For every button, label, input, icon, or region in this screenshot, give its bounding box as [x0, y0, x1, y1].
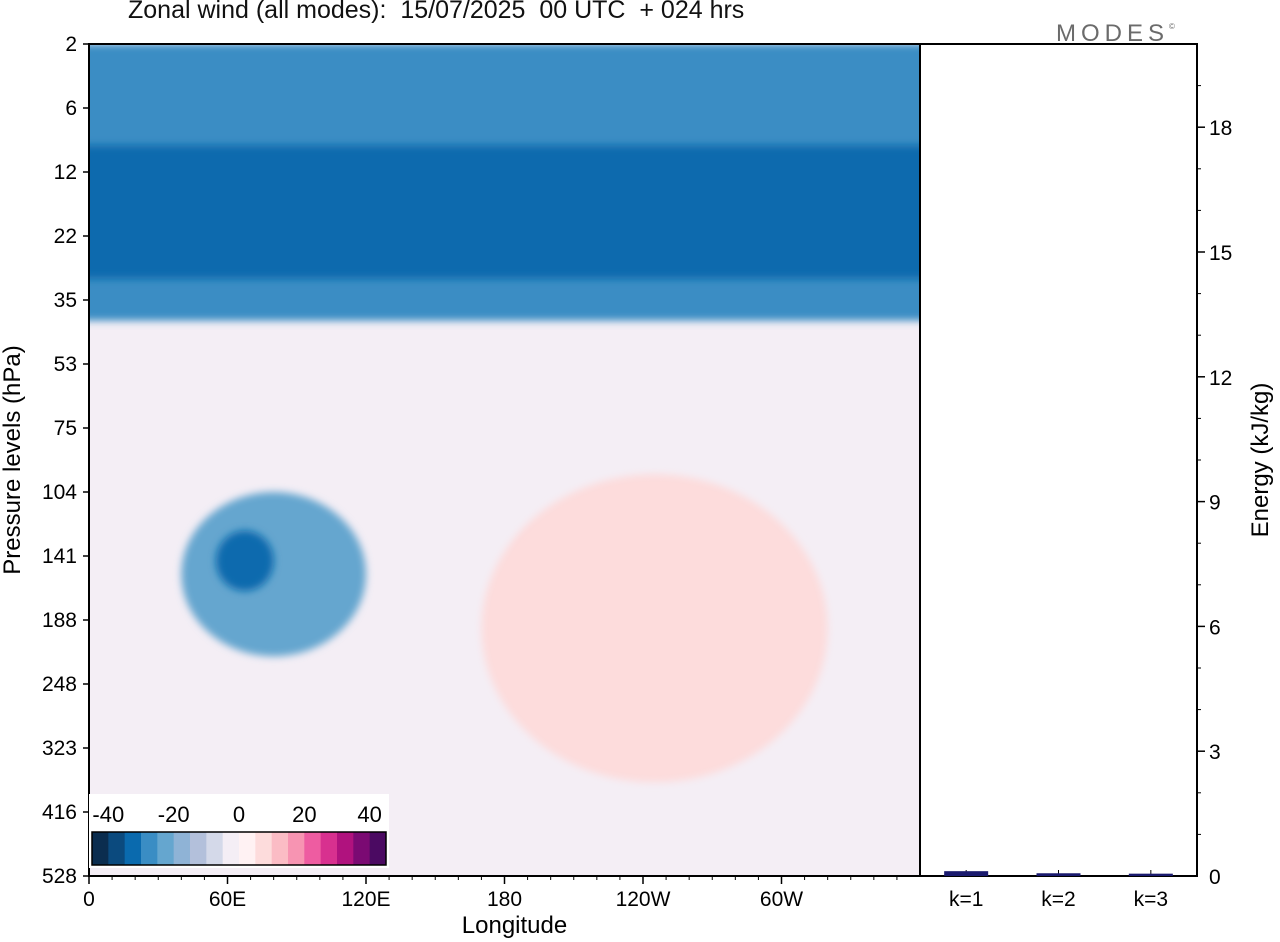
x-tick-label: 120E [341, 888, 390, 911]
y-tick-label: 104 [42, 481, 77, 504]
colorbar-swatch [222, 832, 240, 865]
colorbar-swatch [369, 832, 387, 865]
wind-feature [89, 145, 920, 279]
zonal-wind-field [89, 44, 920, 876]
y-tick-label: 323 [42, 737, 77, 760]
colorbar-swatch [271, 832, 289, 865]
x-tick-label: 0 [83, 888, 95, 911]
colorbar-swatch [239, 832, 256, 865]
energy-tick-label: 9 [1209, 492, 1221, 515]
colorbar-swatch [320, 832, 338, 865]
colorbar-tick-label: 20 [292, 802, 316, 827]
x-tick-label: 120W [616, 888, 671, 911]
x-tick-label: 60E [209, 888, 246, 911]
y-tick-label: 12 [54, 161, 77, 184]
energy-bar-panel: 0 3 6 9 12 15 18 k=1 k=2 k=3 Energy (kJ/kg) [919, 43, 1274, 911]
colorbar: -40 -20 0 20 40 [89, 794, 389, 868]
y-tick-label: 188 [42, 609, 77, 632]
colorbar-tick-label: 40 [357, 802, 381, 827]
energy-bar [944, 871, 989, 876]
wind-feature [181, 492, 366, 657]
colorbar-tick-label: -20 [158, 802, 190, 827]
colorbar-swatch [124, 832, 142, 865]
colorbar-swatch [288, 832, 305, 865]
colorbar-swatch [108, 832, 126, 865]
energy-tick-label: 3 [1209, 741, 1221, 764]
colorbar-swatch [190, 832, 207, 865]
modes-logo: MODES© [1056, 20, 1175, 48]
energy-bar [1036, 873, 1081, 876]
energy-bar [1128, 873, 1173, 876]
y-tick-label: 53 [54, 353, 77, 376]
colorbar-swatch [157, 832, 175, 865]
heatmap-axes: 2 6 12 22 35 53 75 104 141 188 248 323 416 528 0 60E 120… [0, 33, 921, 939]
bar-category-label: k=3 [1134, 888, 1168, 911]
y-axis-label: Pressure levels (hPa) [0, 345, 26, 574]
energy-tick-label: 18 [1209, 117, 1232, 140]
energy-axis-label: Energy (kJ/kg) [1247, 383, 1274, 538]
colorbar-tick-label: -40 [92, 802, 124, 827]
colorbar-swatch [173, 832, 191, 865]
y-tick-label: 141 [42, 545, 77, 568]
energy-tick-label: 15 [1209, 242, 1232, 265]
y-tick-label: 2 [65, 33, 77, 56]
chart-title: Zonal wind (all modes): 15/07/2025 00 UT… [128, 0, 745, 24]
bar-category-label: k=1 [949, 888, 983, 911]
logo-mark: © [1169, 22, 1175, 31]
energy-tick-label: 12 [1209, 367, 1232, 390]
wind-feature [481, 474, 828, 783]
energy-tick-label: 6 [1209, 616, 1221, 639]
colorbar-tick-label: 0 [233, 802, 245, 827]
y-tick-label: 416 [42, 801, 77, 824]
x-axis-label: Longitude [462, 912, 567, 939]
x-tick-label: 180 [487, 888, 522, 911]
colorbar-swatch [304, 832, 322, 865]
colorbar-swatch [255, 832, 273, 865]
y-tick-label: 35 [54, 289, 77, 312]
bar-category-label: k=2 [1041, 888, 1075, 911]
colorbar-swatch [337, 832, 354, 865]
x-tick-label: 60W [760, 888, 803, 911]
logo-text: MODES [1056, 20, 1170, 47]
y-tick-label: 6 [65, 97, 77, 120]
energy-tick-label: 0 [1209, 866, 1221, 889]
y-tick-label: 248 [42, 673, 77, 696]
colorbar-swatch [353, 832, 371, 865]
y-tick-label: 22 [54, 225, 77, 248]
colorbar-swatch [206, 832, 224, 865]
wind-feature [215, 530, 274, 591]
bar-frame [919, 43, 1198, 877]
y-tick-label: 528 [42, 865, 77, 888]
colorbar-swatch [92, 832, 109, 865]
y-tick-label: 75 [54, 417, 77, 440]
colorbar-frame [91, 831, 387, 866]
colorbar-swatch [141, 832, 158, 865]
